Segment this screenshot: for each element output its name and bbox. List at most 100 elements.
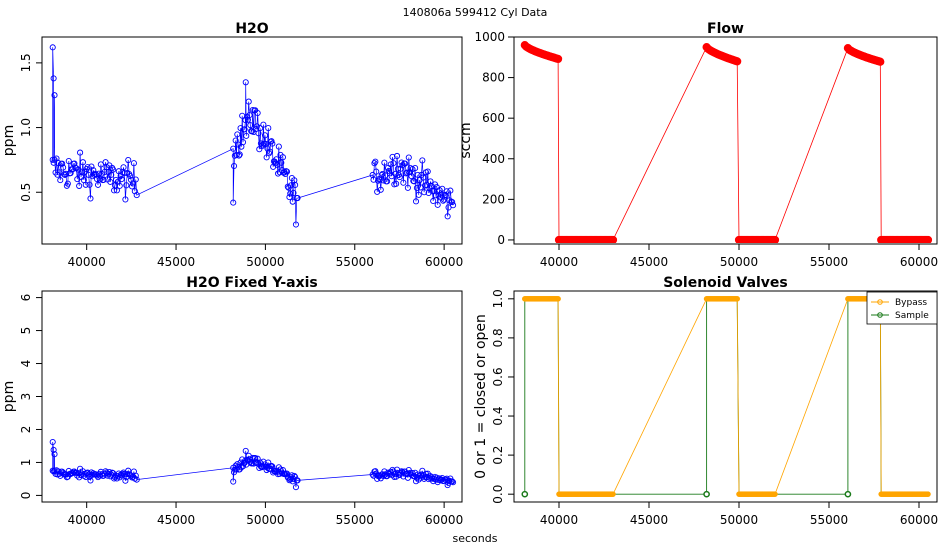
- h2o-point: [413, 184, 420, 191]
- h2o-point: [450, 202, 457, 209]
- h2o-point: [424, 168, 431, 175]
- chart-title: H2O Fixed Y-axis: [186, 275, 318, 291]
- h2o-point: [449, 478, 456, 485]
- chart-valves: Solenoid Valves 40000 45000 50000 55000 60000…: [473, 275, 938, 527]
- y-tick-label: 2: [19, 426, 33, 434]
- h2o-point: [246, 112, 253, 119]
- h2o-point: [266, 148, 273, 155]
- h2o-point: [51, 451, 58, 458]
- chart-h2o_fixed: H2O Fixed Y-axis 40000 45000 50000 55000 6000…: [1, 275, 463, 527]
- x-tick-label: 40000: [68, 255, 106, 269]
- y-tick-label: 800: [482, 71, 505, 85]
- legend-marker-sample: [877, 312, 883, 318]
- h2o-point: [230, 162, 238, 170]
- h2o-point: [100, 176, 107, 183]
- plot-frame: [513, 36, 938, 245]
- h2o-point: [239, 139, 247, 146]
- x-tick-label: 45000: [157, 255, 195, 269]
- h2o-point: [107, 178, 114, 185]
- bypass-point: [555, 296, 561, 302]
- h2o-point: [128, 183, 136, 190]
- h2o-point: [76, 182, 83, 189]
- flow-line: [524, 44, 928, 241]
- h2o-point: [380, 177, 387, 184]
- h2o-point: [444, 213, 451, 220]
- y-tick-label: 0.5: [19, 183, 33, 202]
- sample-point: [703, 490, 710, 498]
- h2o-point: [96, 176, 103, 183]
- h2o-point: [92, 170, 99, 177]
- h2o-point: [234, 131, 241, 138]
- h2o-point: [50, 75, 57, 82]
- y-tick-label: 0.0: [491, 485, 505, 504]
- bypass-line: [524, 298, 928, 495]
- h2o-point: [414, 171, 421, 178]
- h2o-point: [380, 472, 387, 479]
- x-tick-label: 50000: [246, 513, 284, 527]
- h2o-point: [400, 179, 407, 186]
- x-tick-label: 55000: [336, 513, 374, 527]
- h2o-point: [449, 199, 456, 206]
- y-tick-label: 4: [19, 360, 33, 368]
- y-tick-label: 0.2: [491, 446, 505, 465]
- h2o-point: [116, 182, 123, 189]
- y-tick-label: 6: [19, 294, 33, 302]
- plot-frame: [513, 290, 938, 503]
- flow-point: [876, 57, 885, 66]
- h2o-point: [427, 178, 434, 185]
- h2o-point: [257, 125, 264, 132]
- h2o-point: [128, 176, 135, 183]
- y-tick-label: 0.6: [491, 367, 505, 386]
- plot-area: [49, 438, 457, 491]
- h2o-point: [65, 157, 72, 165]
- sample-point: [521, 490, 529, 498]
- h2o-point: [242, 117, 249, 124]
- h2o-point: [292, 484, 299, 491]
- x-tick-label: 50000: [720, 513, 758, 527]
- h2o-series-line: [52, 47, 454, 225]
- h2o-point: [284, 183, 291, 190]
- h2o-point: [440, 197, 447, 204]
- h2o-point: [237, 125, 244, 132]
- h2o-point: [77, 149, 84, 156]
- h2o-point: [294, 477, 301, 484]
- h2o-point: [394, 165, 401, 172]
- h2o-point: [421, 189, 428, 196]
- y-tick-label: 0: [497, 233, 505, 247]
- h2o-point: [423, 474, 430, 481]
- h2o-point: [243, 132, 250, 139]
- x-tick-label: 45000: [630, 255, 668, 269]
- h2o-point: [289, 198, 296, 205]
- y-tick-label: 0: [19, 492, 33, 500]
- chart-title: Flow: [707, 21, 744, 37]
- h2o-point: [242, 447, 249, 454]
- h2o-point: [49, 44, 56, 51]
- h2o-point: [272, 160, 279, 167]
- h2o-point: [97, 161, 104, 168]
- h2o-point: [241, 126, 248, 133]
- x-tick-label: 45000: [630, 513, 668, 527]
- h2o-point: [269, 140, 276, 147]
- h2o-point: [377, 186, 384, 193]
- h2o-point: [278, 159, 285, 166]
- flow-point: [923, 235, 933, 243]
- x-tick-label: 50000: [246, 255, 284, 269]
- h2o-point: [67, 169, 74, 177]
- h2o-point: [112, 176, 120, 184]
- h2o-point: [435, 192, 442, 199]
- h2o-point: [390, 160, 397, 167]
- h2o-point: [398, 159, 405, 166]
- h2o-point: [50, 159, 57, 166]
- h2o-point: [273, 156, 280, 163]
- h2o-point: [245, 98, 252, 105]
- flow-point: [770, 235, 780, 243]
- h2o-point: [419, 157, 426, 164]
- h2o-point: [392, 170, 399, 177]
- h2o-point: [398, 468, 405, 475]
- h2o-point: [230, 478, 237, 485]
- h2o-point: [261, 132, 269, 139]
- h2o-point: [133, 192, 140, 199]
- h2o-point: [108, 171, 115, 178]
- h2o-point: [236, 151, 243, 158]
